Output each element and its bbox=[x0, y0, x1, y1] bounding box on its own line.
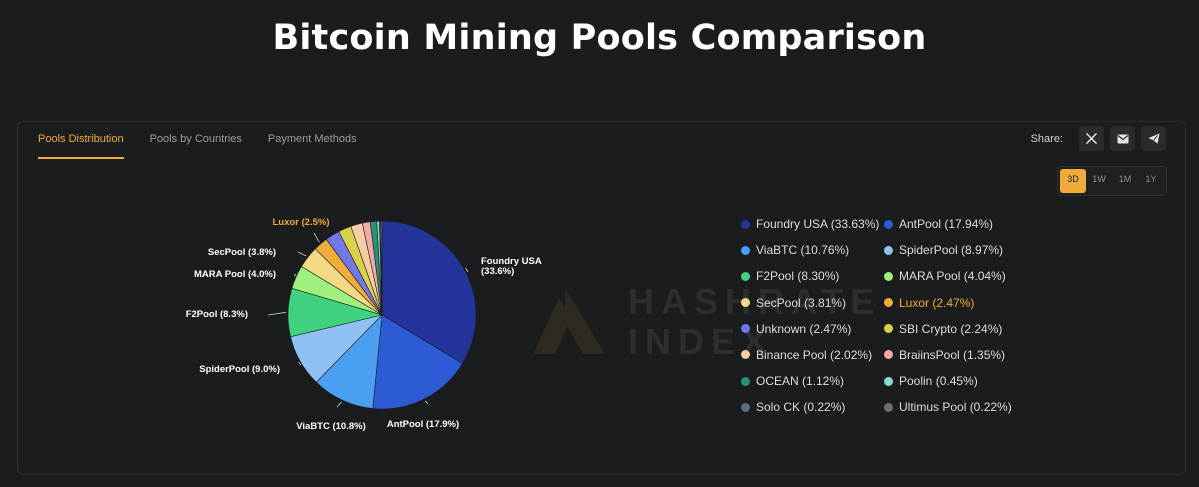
pie-label-foundry-usa: Foundry USA bbox=[481, 256, 542, 267]
pie-label-secpool: SecPool (3.8%) bbox=[208, 247, 276, 258]
legend-swatch bbox=[884, 324, 893, 334]
pie-leader-line-mara-pool bbox=[293, 273, 297, 277]
legend-label: Binance Pool (2.02%) bbox=[756, 347, 873, 362]
pie-slice-ultimus-pool[interactable] bbox=[380, 220, 383, 316]
legend-swatch bbox=[741, 350, 750, 360]
legend-label: OCEAN (1.12%) bbox=[756, 374, 845, 389]
pie-slice-foundry-usa[interactable] bbox=[381, 220, 477, 364]
tab-bar: Pools Distribution Pools by Countries Pa… bbox=[38, 122, 383, 159]
pie-label-foundry-usa-value: (33.6%) bbox=[481, 266, 514, 277]
legend-label: AntPool (17.94%) bbox=[899, 217, 994, 231]
legend-swatch bbox=[884, 271, 893, 281]
legend-swatch bbox=[884, 245, 893, 255]
share-group: Share: bbox=[1031, 126, 1166, 151]
share-telegram-button[interactable] bbox=[1141, 126, 1166, 151]
share-email-button[interactable] bbox=[1110, 126, 1135, 151]
legend-item-poolin[interactable]: Poolin (0.45%) bbox=[884, 372, 1027, 390]
legend-item-ocean[interactable]: OCEAN (1.12%) bbox=[741, 372, 884, 390]
watermark-logo-icon bbox=[533, 288, 605, 354]
pie-label-f2pool: F2Pool (8.3%) bbox=[186, 309, 248, 320]
pie-chart: Foundry USA(33.6%) AntPool (17.9%) ViaBTC … bbox=[186, 217, 542, 432]
time-range-selector: 3D 1W 1M 1Y bbox=[1057, 166, 1167, 196]
legend-swatch bbox=[741, 271, 750, 281]
legend-item-binance-pool[interactable]: Binance Pool (2.02%) bbox=[741, 346, 884, 364]
legend-label: SpiderPool (8.97%) bbox=[899, 243, 1004, 258]
range-3d-button[interactable]: 3D bbox=[1060, 169, 1086, 193]
range-1m-button[interactable]: 1M bbox=[1118, 174, 1132, 184]
legend-item-secpool[interactable]: SecPool (3.81%) bbox=[741, 294, 884, 312]
legend-label: Solo CK (0.22%) bbox=[756, 400, 846, 415]
legend-label: Foundry USA (33.63%) bbox=[756, 217, 880, 231]
legend-label: F2Pool (8.30%) bbox=[756, 269, 840, 284]
legend-label: SBI Crypto (2.24%) bbox=[899, 321, 1003, 336]
email-icon bbox=[1117, 134, 1128, 143]
legend-label: SecPool (3.81%) bbox=[756, 295, 847, 310]
legend-item-mara-pool[interactable]: MARA Pool (4.04%) bbox=[884, 267, 1027, 285]
pie-leader-line-luxor bbox=[313, 232, 320, 243]
legend-item-ultimus-pool[interactable]: Ultimus Pool (0.22%) bbox=[884, 398, 1027, 416]
legend-label: BraiinsPool (1.35%) bbox=[899, 347, 1006, 362]
watermark-line1: HASHRATE bbox=[628, 281, 882, 322]
pie-label-mara-pool: MARA Pool (4.0%) bbox=[194, 269, 276, 280]
telegram-icon bbox=[1148, 133, 1159, 144]
legend-label: Luxor (2.47%) bbox=[899, 295, 975, 310]
legend-label: Ultimus Pool (0.22%) bbox=[899, 400, 1012, 415]
legend-label: ViaBTC (10.76%) bbox=[756, 243, 850, 258]
chart-legend: Foundry USA (33.63%) AntPool (17.94%) ViaB… bbox=[741, 215, 1041, 416]
legend-swatch bbox=[884, 376, 893, 386]
pie-label-spiderpool: SpiderPool (9.0%) bbox=[199, 364, 280, 375]
legend-swatch bbox=[741, 298, 750, 308]
legend-swatch bbox=[741, 376, 750, 386]
legend-swatch bbox=[884, 298, 893, 308]
pie-label-antpool: AntPool (17.9%) bbox=[387, 419, 459, 430]
pie-label-luxor: Luxor (2.5%) bbox=[272, 217, 329, 228]
legend-item-spiderpool[interactable]: SpiderPool (8.97%) bbox=[884, 241, 1027, 259]
legend-label: Poolin (0.45%) bbox=[899, 374, 978, 389]
legend-label: Unknown (2.47%) bbox=[756, 321, 852, 336]
legend-swatch bbox=[884, 350, 893, 360]
legend-item-unknown[interactable]: Unknown (2.47%) bbox=[741, 320, 884, 338]
legend-item-luxor[interactable]: Luxor (2.47%) bbox=[884, 294, 1027, 312]
share-x-button[interactable] bbox=[1079, 126, 1104, 151]
pie-leader-line-viabtc bbox=[336, 401, 342, 408]
legend-swatch bbox=[884, 402, 893, 412]
legend-item-sbi-crypto[interactable]: SBI Crypto (2.24%) bbox=[884, 320, 1027, 338]
pie-leader-line-spiderpool bbox=[298, 361, 302, 366]
pie-label-viabtc: ViaBTC (10.8%) bbox=[296, 421, 366, 432]
x-icon bbox=[1086, 133, 1097, 144]
legend-label: MARA Pool (4.04%) bbox=[899, 269, 1006, 284]
legend-swatch bbox=[884, 219, 893, 229]
legend-swatch bbox=[741, 219, 750, 229]
legend-item-foundry-usa[interactable]: Foundry USA (33.63%) bbox=[741, 215, 884, 233]
chart-card: Pools Distribution Pools by Countries Pa… bbox=[17, 121, 1186, 475]
tab-pools-distribution[interactable]: Pools Distribution bbox=[38, 122, 124, 159]
pie-leader-line-f2pool bbox=[267, 311, 287, 316]
pie-leader-line-antpool bbox=[424, 400, 429, 405]
legend-swatch bbox=[741, 245, 750, 255]
tab-pools-by-countries[interactable]: Pools by Countries bbox=[149, 133, 242, 145]
pie-leader-line-secpool bbox=[297, 251, 307, 257]
share-label: Share: bbox=[1030, 132, 1063, 145]
legend-item-f2pool[interactable]: F2Pool (8.30%) bbox=[741, 267, 884, 285]
tab-payment-methods[interactable]: Payment Methods bbox=[267, 133, 357, 145]
legend-item-viabtc[interactable]: ViaBTC (10.76%) bbox=[741, 241, 884, 259]
legend-swatch bbox=[741, 402, 750, 412]
range-1w-button[interactable]: 1W bbox=[1092, 174, 1106, 184]
pie-slice-antpool[interactable] bbox=[372, 314, 463, 410]
page-title: Bitcoin Mining Pools Comparison bbox=[272, 18, 927, 58]
legend-item-solo-ck[interactable]: Solo CK (0.22%) bbox=[741, 398, 884, 416]
legend-swatch bbox=[741, 324, 750, 334]
range-1y-button[interactable]: 1Y bbox=[1145, 174, 1157, 184]
pie-leader-line-foundry-usa bbox=[465, 267, 469, 273]
legend-item-antpool[interactable]: AntPool (17.94%) bbox=[884, 215, 1027, 233]
legend-item-braiinspool[interactable]: BraiinsPool (1.35%) bbox=[884, 346, 1027, 364]
